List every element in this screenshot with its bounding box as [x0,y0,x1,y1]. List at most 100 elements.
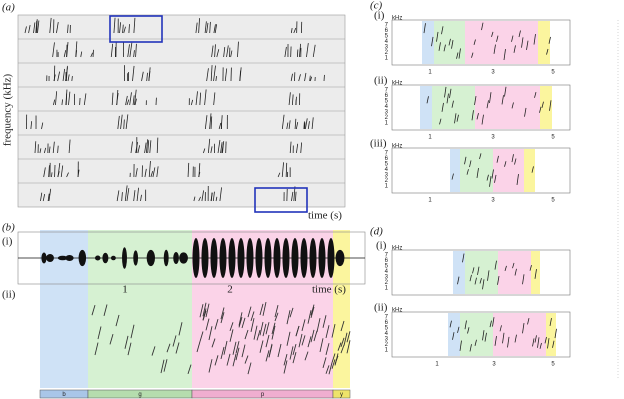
waveform-burst [273,238,281,278]
waveform-burst [228,238,236,278]
spectrogram-mark [53,74,56,82]
spectrogram-mark [334,353,339,366]
segment-shade [453,251,465,294]
spectrogram-mark [209,113,212,130]
spectrogram-mark [125,95,128,106]
spectrogram-mark [137,145,141,154]
spectrogram-mark [283,360,288,374]
spectrogram-mark [132,95,135,106]
spectrogram-mark [33,22,36,34]
spectrogram-mark [265,322,270,335]
spectrogram-mark [43,147,47,154]
spectrogram-mark [204,115,208,130]
spectrogram-mark [83,93,87,106]
spectrogram-mark [497,276,500,285]
spectrogram-mark [473,39,476,45]
spectrogram-mark [449,320,452,328]
spectrogram-mark [346,331,351,343]
spectrogram-mark [204,21,207,34]
spectrogram-mark [212,191,215,202]
spectrogram-mark [277,172,281,178]
y-tick-label: 4 [385,167,389,173]
spectrogram-mark [293,27,297,34]
spectrogram-mark [230,50,233,58]
spectrogram-mark [75,41,78,58]
spectrogram-mark [284,46,287,58]
segment-shade [538,21,550,64]
spectrogram-mark [116,190,120,202]
spectrogram-mark [211,45,214,58]
spectrogram-mark [126,188,130,202]
spectrogram-mark [492,317,495,327]
spectrogram-mark [150,170,154,178]
spectrogram-mark [291,191,294,202]
waveform-burst [300,238,308,278]
axis-label: time (s) [312,284,346,296]
spectrogram-mark [549,100,552,111]
spectrogram-mark [494,335,497,346]
spectrogram-mark [224,68,228,82]
spectrogram-mark [295,121,299,130]
spectrogram-mark [471,52,474,58]
spectrogram-mark [229,322,234,331]
y-tick-label: 7 [385,88,389,94]
spectrogram-mark [148,160,151,178]
spectrogram-mark [504,86,507,97]
x-tick-label: 3 [492,362,496,368]
y-tick-label: 1 [385,184,389,190]
spectrogram-mark [265,334,270,348]
spectrogram-mark [451,40,454,49]
segment-shade [540,86,552,129]
spectrogram-mark [467,327,470,334]
spectrogram-mark [306,43,309,58]
highlight-box [109,15,163,43]
spectrogram-mark [144,168,147,178]
waveform-burst [133,250,139,266]
spectrogram-mark [521,37,524,48]
spectrogram-mark [544,336,547,344]
spectrogram-mark [489,320,492,328]
spectrogram-mark [145,139,149,154]
spectrogram-mark [113,17,116,34]
spectrogram-mark [516,173,519,185]
spectrogram-mark [216,49,220,58]
spectrogram-mark [289,307,294,318]
spectrogram-mark [35,20,38,34]
spectrogram-mark [39,148,42,154]
spectrogram-mark [438,42,441,51]
spectrogram-mark [187,364,192,374]
spectrogram-mark [274,312,279,322]
sub-label: (ii) [374,302,388,314]
spectrogram-mark [524,107,527,117]
spectrogram-mark [513,45,516,53]
spectrogram-mark [121,192,123,202]
y-tick-label: 4 [385,39,389,45]
spectrogram-mark [124,185,128,202]
y-tick-label: 5 [385,326,389,332]
spectrogram-mark [128,24,130,34]
unit-label: kHz [392,81,402,87]
spectrogram-mark [325,325,330,339]
spectrogram-mark [97,326,102,340]
y-tick-label: 5 [385,264,389,270]
spectrogram-mark [130,324,135,339]
spectrogram-mark [232,353,237,367]
x-tick-label: 1 [428,198,432,204]
spectrogram-mark [539,342,542,349]
spectrogram-mark [304,351,309,361]
spectrogram-mark [340,344,345,354]
waveform-burst [255,238,263,278]
spectrogram-mark [303,121,305,130]
spectrogram-mark [292,352,297,364]
spectrogram-mark [103,304,108,316]
spectrogram-mark [309,76,313,82]
waveform-burst [246,238,254,278]
spectrogram-mark [250,311,255,322]
spectrogram-mark [514,158,517,165]
spectrogram-mark [127,44,130,58]
segment-shade [531,251,540,294]
spectrogram-mark [290,73,293,82]
spectrogram-mark [199,331,204,342]
spectrogram-mark [190,99,194,106]
spectrogram-mark [220,312,225,324]
